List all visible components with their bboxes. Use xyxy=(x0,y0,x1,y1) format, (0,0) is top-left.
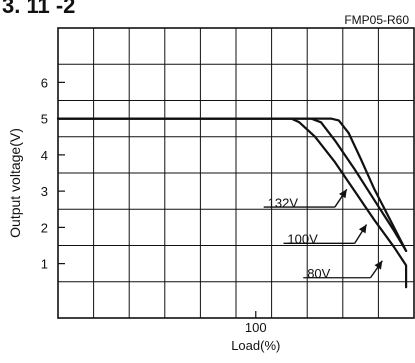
x-tick-label: 100 xyxy=(245,320,267,335)
header-fragment: 3. 11 -2 xyxy=(2,0,75,18)
series-label-100v: 100V xyxy=(287,232,318,247)
y-tick-label: 5 xyxy=(41,112,48,127)
model-label: FMP05-R60 xyxy=(344,13,409,27)
series-pointer-arrowhead xyxy=(358,224,367,234)
series-label-132v: 132V xyxy=(268,195,299,210)
series-label-80v: 80V xyxy=(307,266,330,281)
y-tick-label: 1 xyxy=(41,257,48,272)
y-tick-label: 3 xyxy=(41,184,48,199)
label-layer: 1 2 3 4 5 6 100 Load(%) Output voltage(V) FMP05-R… xyxy=(7,13,409,353)
series-pointer-arrowhead xyxy=(374,260,383,270)
x-axis-label: Load(%) xyxy=(231,338,280,353)
grid-layer xyxy=(57,27,415,319)
series-line-132v xyxy=(56,117,408,289)
plot-layer xyxy=(56,117,408,289)
y-tick-label: 6 xyxy=(41,75,48,90)
series-line-80v xyxy=(56,117,408,252)
y-tick-label: 2 xyxy=(41,220,48,235)
series-line-100v xyxy=(56,117,408,252)
y-tick-label: 4 xyxy=(41,148,48,163)
series-pointer-arrowhead xyxy=(338,189,347,199)
y-axis-label: Output voltage(V) xyxy=(7,128,23,238)
